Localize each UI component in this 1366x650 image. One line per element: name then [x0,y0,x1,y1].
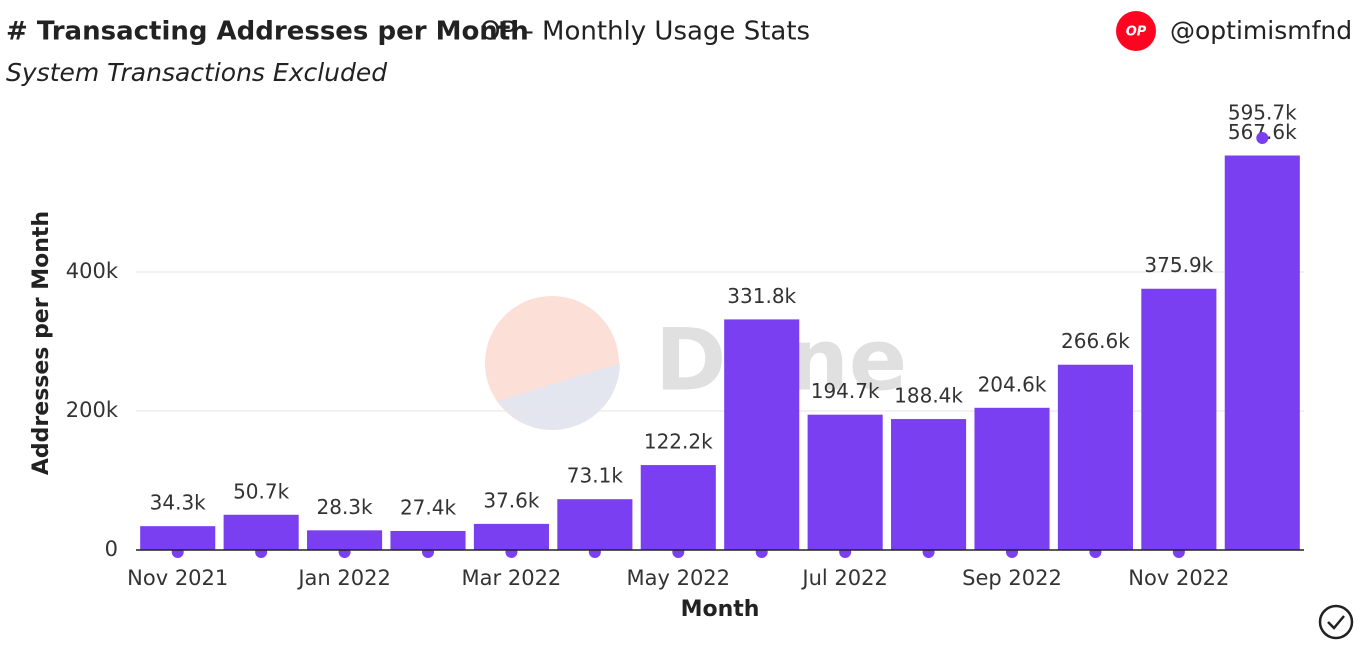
point [338,546,351,558]
value-label: 28.3k [317,495,374,519]
bar [724,319,800,550]
bar [1141,288,1217,550]
bar [557,499,633,550]
point [505,546,518,558]
value-label: 122.2k [644,430,713,454]
x-tick-label: May 2022 [627,566,731,590]
value-label: 37.6k [483,488,540,512]
check-icon[interactable] [1318,604,1354,640]
bar [223,514,299,550]
check-circle[interactable] [1318,604,1354,640]
brand-logo-text: OP [1126,25,1147,40]
value-label: 34.3k [150,491,207,515]
point [755,546,768,558]
value-label: 375.9k [1144,253,1213,277]
bar [473,523,549,550]
bar [807,414,883,550]
point [1256,131,1269,144]
y-tick-label: 0 [105,537,118,561]
y-axis-label: Addresses per Month [29,211,54,475]
point [255,546,268,558]
bar [390,530,466,550]
chart-subtitle: OP - Monthly Usage Stats [480,17,810,47]
bar [640,465,716,550]
value-label: 204.6k [978,372,1047,396]
value-label: 194.7k [811,379,880,403]
value-label: 50.7k [233,479,290,503]
watermark-circle [485,296,619,430]
bar [974,407,1050,550]
bar [140,526,216,550]
watermark-slice [498,363,620,430]
x-tick-label: Jul 2022 [800,566,887,590]
y-tick-label: 200k [66,398,119,422]
x-tick-label: Nov 2022 [1128,566,1229,590]
brand-handle: @optimismfnd [1170,16,1352,45]
point [672,546,685,558]
point [1089,546,1102,558]
point [922,546,935,558]
point [1172,546,1185,558]
bar [1224,155,1300,550]
x-tick-label: Jan 2022 [296,566,391,590]
point [422,546,434,558]
point [839,546,852,558]
x-tick-label: Mar 2022 [462,566,562,590]
value-label: 27.4k [400,495,457,519]
x-axis-label: Month [681,597,760,622]
value-label: 266.6k [1061,329,1130,353]
bar [1057,364,1133,550]
value-label: 188.4k [894,384,963,408]
brand-logo [1116,11,1156,51]
value-label: 331.8k [727,284,796,308]
watermark: Dune [485,296,907,430]
point [588,546,601,558]
chart-note: System Transactions Excluded [6,58,387,87]
value-label: 595.7k [1228,100,1297,124]
bar [307,530,383,550]
point [171,546,184,558]
x-tick-label: Nov 2021 [127,566,228,590]
x-tick-label: Sep 2022 [962,566,1062,590]
point [1006,546,1018,558]
value-label: 73.1k [567,464,624,488]
chart-title: # Transacting Addresses per Month [6,17,529,47]
bar [891,419,967,550]
check-mark[interactable] [1327,615,1345,630]
y-tick-label: 400k [66,259,119,283]
